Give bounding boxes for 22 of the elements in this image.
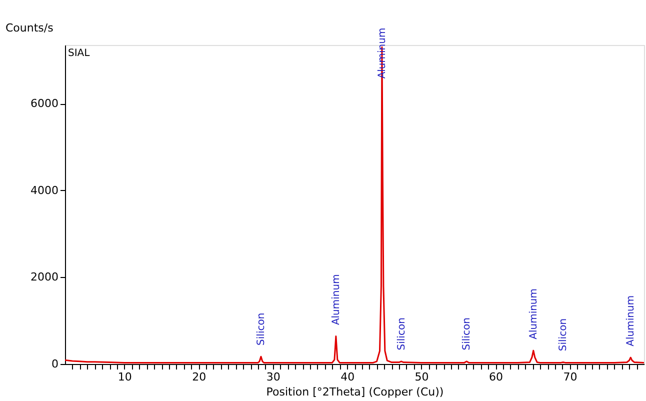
x-tick-label: 70 bbox=[563, 370, 578, 384]
annotation: Silicon bbox=[462, 318, 473, 350]
y-axis-title: Counts/s bbox=[6, 22, 54, 34]
x-tick-label: 30 bbox=[266, 370, 280, 384]
annotation: Aluminum bbox=[528, 288, 540, 340]
x-tick-label: 10 bbox=[118, 370, 132, 384]
y-tick-label: 4000 bbox=[30, 184, 58, 197]
x-tick-label: 40 bbox=[340, 370, 355, 384]
annotation: Aluminum bbox=[626, 295, 637, 346]
x-tick-label: 50 bbox=[414, 370, 429, 384]
y-tick-label: 2000 bbox=[30, 270, 58, 284]
annotation: Aluminum bbox=[376, 28, 388, 79]
x-tick-label: 60 bbox=[489, 370, 504, 384]
annotation: Silicon bbox=[396, 318, 408, 350]
annotation: SIAL bbox=[68, 48, 90, 59]
x-tick-label: 20 bbox=[192, 370, 206, 384]
annotation: Silicon bbox=[558, 318, 570, 352]
annotation: Silicon bbox=[256, 312, 267, 346]
annotation: Aluminum bbox=[330, 274, 342, 326]
y-tick-label: 6000 bbox=[30, 97, 58, 110]
y-tick-label: 0 bbox=[52, 358, 58, 370]
x-axis-title: Position [°2Theta] (Copper (Cu)) bbox=[266, 386, 444, 398]
